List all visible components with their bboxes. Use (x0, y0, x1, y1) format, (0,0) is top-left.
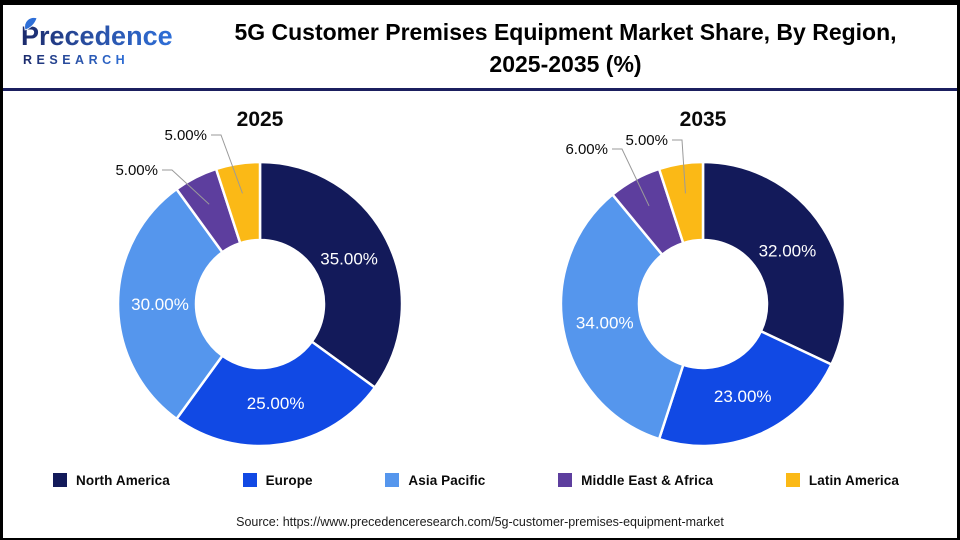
slice-label-external: 6.00% (565, 141, 608, 158)
legend-label-middle-east-africa: Middle East & Africa (581, 472, 714, 488)
slice-label: 34.00% (576, 314, 634, 333)
logo-subtext: RESEARCH (23, 53, 129, 67)
source-text: Source: https://www.precedenceresearch.c… (236, 515, 724, 529)
slice-label-external: 5.00% (625, 132, 668, 149)
slice-latin-america (214, 160, 262, 245)
leader-line (211, 134, 243, 194)
legend-item-europe: Europe (242, 472, 313, 488)
slice-label: 32.00% (759, 241, 817, 260)
slice-europe (175, 340, 377, 448)
slice-label-external: 5.00% (164, 127, 207, 144)
legend-swatch-latin-america (785, 473, 800, 487)
legend-swatch-north-america (53, 473, 67, 487)
slice-label: 25.00% (247, 394, 305, 413)
header: Precedence RESEARCH 5G Customer Premises… (3, 5, 957, 88)
legend: North America Europe Asia Pacific Middle… (53, 465, 899, 495)
chart-title-2035: 2035 (680, 108, 727, 131)
leader-line (612, 148, 650, 207)
legend-swatch-middle-east-africa (558, 473, 573, 487)
logo-wordmark: Precedence (21, 21, 173, 51)
slice-label: 23.00% (714, 387, 772, 406)
slice-latin-america (657, 160, 705, 245)
slice-asia-pacific (559, 193, 685, 441)
chart-title-2025: 2025 (237, 108, 284, 131)
slice-label: 35.00% (320, 250, 378, 269)
legend-label-europe: Europe (265, 472, 313, 488)
legend-label-asia-pacific: Asia Pacific (408, 472, 486, 488)
leaf-icon (24, 17, 38, 31)
page-title-line2: 2025-2035 (%) (489, 50, 642, 77)
slice-europe (657, 330, 833, 448)
slice-label: 30.00% (131, 295, 189, 314)
precedence-research-logo: Precedence RESEARCH (3, 15, 194, 78)
legend-label-latin-america: Latin America (808, 472, 899, 488)
header-divider (3, 88, 957, 91)
legend-item-north-america: North America (53, 473, 170, 488)
legend-swatch-asia-pacific (385, 473, 400, 487)
page-title: 5G Customer Premises Equipment Market Sh… (194, 14, 957, 80)
donut-chart-2025: 2025 35.00% 25.00% 30.00% 5.00% 5.00% (40, 93, 480, 459)
page-title-line1: 5G Customer Premises Equipment Market Sh… (234, 18, 897, 45)
slice-north-america (258, 160, 404, 389)
leader-line (162, 169, 210, 205)
legend-label-north-america: North America (76, 472, 170, 488)
donut-chart-2035: 2035 32.00% 23.00% 34.00% 6.00% 5.00% (483, 93, 923, 459)
logo-graphic: Precedence RESEARCH (21, 17, 173, 67)
slice-label-external: 5.00% (115, 162, 158, 179)
legend-item-latin-america: Latin America (785, 472, 899, 488)
charts-row: 2025 35.00% 25.00% 30.00% 5.00% 5.00% 2035 32.… (3, 93, 957, 459)
slice-asia-pacific (116, 187, 224, 421)
legend-item-asia-pacific: Asia Pacific (385, 473, 485, 488)
slice-north-america (701, 160, 847, 366)
leader-line (672, 139, 686, 194)
legend-item-middle-east-africa: Middle East & Africa (558, 473, 713, 488)
donut-svg-2035: 2035 32.00% 23.00% 34.00% 6.00% 5.00% (559, 108, 847, 448)
donut-svg-2025: 2025 35.00% 25.00% 30.00% 5.00% 5.00% (115, 108, 404, 448)
legend-swatch-europe (242, 473, 257, 487)
